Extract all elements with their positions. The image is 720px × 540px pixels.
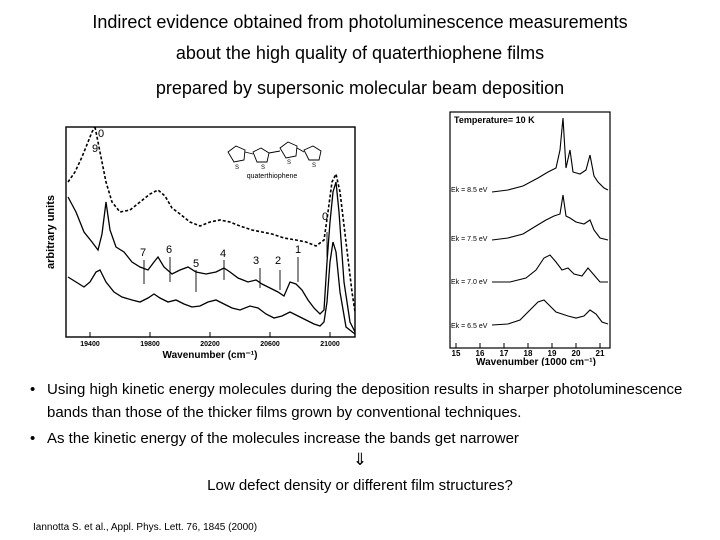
peak-label: 7: [140, 247, 146, 259]
left-xlabel: Wavenumber (cm⁻¹): [163, 350, 258, 361]
curve-label: Ek = 8.5 eV: [451, 187, 488, 194]
peak-label: 9: [92, 143, 98, 155]
sulfur-label: S: [235, 165, 239, 171]
right-xtick: 19: [548, 349, 557, 358]
right-xtick: 21: [596, 349, 605, 358]
bullet-marker: •: [30, 381, 36, 398]
title-line-2: about the high quality of quaterthiophen…: [175, 43, 545, 63]
quaterthiophene-structure-icon: [227, 141, 322, 163]
title-line-3: prepared by supersonic molecular beam de…: [155, 78, 565, 98]
spectrum-curve-solid-lower: [67, 241, 356, 335]
right-xtick: 17: [500, 349, 509, 358]
reference-citation: Iannotta S. et al., Appl. Phys. Lett. 76…: [33, 522, 258, 533]
bullet-marker: •: [30, 430, 36, 447]
curve-label: Ek = 7.5 eV: [451, 236, 488, 243]
right-xlabel: Wavenumber (1000 cm⁻¹): [476, 357, 596, 366]
curve-label: Ek = 7.0 eV: [451, 279, 488, 286]
down-arrow-icon: ⇓: [352, 450, 368, 469]
bullet-text: As the kinetic energy of the molecules i…: [47, 430, 519, 447]
bullet-text: Using high kinetic energy molecules duri…: [47, 381, 683, 421]
spectrum-curve-7-0eV: [492, 254, 608, 283]
peak-label: 0: [98, 128, 104, 140]
peak-label: 5: [193, 258, 199, 270]
spectrum-curve-6-5eV: [491, 299, 609, 326]
left-xtick: 19800: [140, 341, 160, 348]
spectrum-curve-solid-upper: [67, 181, 356, 333]
title-line-1: Indirect evidence obtained from photolum…: [92, 12, 628, 32]
left-xtick: 20200: [200, 341, 220, 348]
right-xtick: 15: [452, 349, 461, 358]
peak-label: 2: [275, 255, 281, 267]
peak-label: 3: [253, 255, 259, 267]
peak-label: 0: [322, 211, 328, 223]
right-xtick: 18: [524, 349, 533, 358]
right-header: Temperature= 10 K: [454, 115, 535, 125]
left-ylabel: arbitrary units: [45, 195, 57, 269]
peak-markers: [143, 232, 328, 292]
spectrum-curve-7-5eV: [491, 194, 609, 241]
right-xtick: 20: [572, 349, 581, 358]
curve-label: Ek = 6.5 eV: [451, 323, 488, 330]
right-pl-spectra-figure: Temperature= 10 K Ek = 8.5 eV Ek = 7.5 e…: [449, 111, 611, 366]
peak-label: 6: [166, 244, 172, 256]
conclusion-text: Low defect density or different film str…: [207, 477, 513, 494]
spectrum-curve-dotted: [67, 126, 356, 313]
left-xtick: 19400: [80, 341, 100, 348]
peak-label: 4: [220, 248, 226, 260]
left-pl-spectrum-figure: arbitrary units S S S S quaterthiophene …: [45, 126, 356, 361]
left-xtick: 21000: [320, 341, 340, 348]
sulfur-label: S: [261, 165, 265, 171]
spectrum-curve-8-5eV: [491, 117, 609, 193]
right-xtick: 16: [476, 349, 485, 358]
peak-label: 1: [295, 244, 301, 256]
left-xtick: 20600: [260, 341, 280, 348]
molecule-label: quaterthiophene: [247, 173, 298, 180]
sulfur-label: S: [287, 160, 291, 166]
sulfur-label: S: [312, 163, 316, 169]
